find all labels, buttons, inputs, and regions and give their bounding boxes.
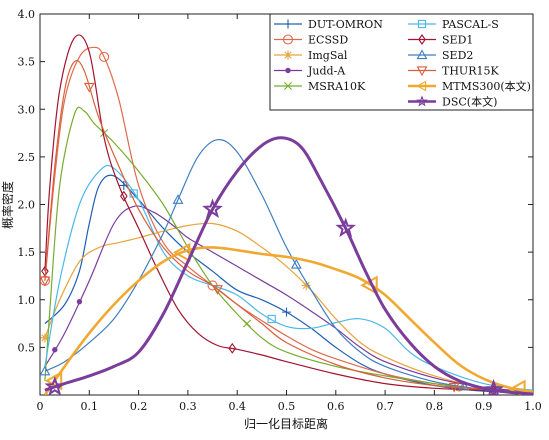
y-tick-label: 2.5 bbox=[18, 151, 36, 164]
series-line bbox=[44, 164, 533, 391]
series-line bbox=[44, 205, 533, 393]
data-marker bbox=[172, 194, 184, 204]
series-dsc- bbox=[44, 136, 533, 395]
x-tick-label: 0.1 bbox=[81, 400, 99, 413]
y-tick-label: 0.5 bbox=[18, 341, 36, 354]
y-tick-label: 3.0 bbox=[18, 103, 36, 116]
y-tick-label: 4.0 bbox=[18, 8, 36, 21]
series-pascal-s bbox=[44, 164, 533, 391]
data-marker bbox=[282, 307, 291, 317]
data-marker bbox=[212, 285, 223, 295]
series-mtms300- bbox=[43, 242, 533, 395]
data-marker bbox=[40, 333, 50, 343]
y-axis-title: 概率密度 bbox=[0, 181, 15, 229]
series-line bbox=[44, 34, 533, 394]
legend-label: SED1 bbox=[442, 34, 473, 47]
series-judd-a bbox=[44, 205, 533, 393]
x-tick-label: 0.5 bbox=[278, 400, 296, 413]
series-line bbox=[44, 174, 533, 394]
data-marker bbox=[99, 51, 110, 62]
x-axis-title: 归一化目标距离 bbox=[244, 416, 328, 431]
legend-label: PASCAL-S bbox=[442, 18, 499, 31]
series-sed2 bbox=[40, 139, 533, 393]
data-marker bbox=[267, 314, 276, 324]
x-tick-label: 0 bbox=[37, 400, 44, 413]
data-marker bbox=[448, 382, 460, 393]
series-line bbox=[44, 136, 533, 395]
legend-label: DUT-OMRON bbox=[308, 18, 383, 31]
legend-entry: DSC(本文) bbox=[408, 95, 497, 109]
legend-label: DSC(本文) bbox=[442, 95, 497, 109]
legend-entry: ECSSD bbox=[274, 34, 348, 47]
legend-label: SED2 bbox=[442, 49, 473, 62]
data-marker bbox=[52, 347, 58, 353]
series-imgsal bbox=[40, 222, 533, 392]
data-marker bbox=[129, 189, 138, 198]
series-msra10k bbox=[44, 106, 533, 393]
legend-entry: PASCAL-S bbox=[408, 18, 499, 31]
data-marker bbox=[290, 258, 302, 269]
legend-label: ECSSD bbox=[308, 34, 348, 47]
data-marker bbox=[40, 276, 51, 287]
data-marker bbox=[44, 376, 66, 395]
data-marker bbox=[301, 280, 311, 290]
data-marker bbox=[44, 371, 63, 391]
data-marker bbox=[172, 242, 191, 263]
legend-entry: SED2 bbox=[408, 49, 473, 62]
data-marker bbox=[243, 319, 252, 328]
legend-label: MSRA10K bbox=[308, 80, 366, 93]
legend-label: THUR15K bbox=[442, 65, 499, 78]
data-marker bbox=[119, 190, 128, 202]
legend-label: ImgSal bbox=[308, 49, 348, 62]
series-line bbox=[43, 246, 533, 395]
series-line bbox=[44, 139, 533, 393]
y-tick-label: 1.0 bbox=[18, 294, 36, 307]
data-marker bbox=[458, 380, 470, 391]
x-tick-label: 0.7 bbox=[376, 400, 394, 413]
x-tick-label: 0.9 bbox=[475, 400, 493, 413]
data-marker bbox=[40, 365, 51, 376]
legend-entry: THUR15K bbox=[408, 65, 499, 78]
data-marker bbox=[202, 198, 223, 219]
legend-entry: MTMS300(本文) bbox=[408, 79, 531, 93]
legend-label: Judd-A bbox=[307, 65, 346, 78]
legend-entry: SED1 bbox=[408, 34, 473, 47]
legend-label: MTMS300(本文) bbox=[442, 79, 531, 93]
legend-entry: Judd-A bbox=[274, 65, 346, 78]
data-marker bbox=[335, 217, 356, 238]
x-tick-label: 0.3 bbox=[179, 400, 197, 413]
legend-entry: DUT-OMRON bbox=[274, 18, 383, 31]
legend-entry: MSRA10K bbox=[274, 80, 366, 93]
legend-entry: ImgSal bbox=[274, 49, 348, 62]
y-tick-label: 2.0 bbox=[18, 199, 36, 212]
x-tick-label: 0.4 bbox=[228, 400, 246, 413]
data-marker bbox=[228, 342, 237, 354]
data-marker bbox=[76, 298, 83, 305]
series-line bbox=[44, 106, 533, 393]
x-tick-label: 1.0 bbox=[524, 400, 542, 413]
y-tick-label: 1.5 bbox=[18, 246, 36, 259]
series-line bbox=[44, 222, 533, 392]
x-tick-label: 0.8 bbox=[426, 400, 444, 413]
x-tick-label: 0.6 bbox=[327, 400, 345, 413]
data-marker bbox=[483, 379, 504, 395]
series-dut-omron bbox=[44, 174, 533, 394]
x-tick-label: 0.2 bbox=[130, 400, 148, 413]
data-marker bbox=[83, 82, 95, 93]
y-tick-label: 3.5 bbox=[18, 56, 36, 69]
series-line bbox=[44, 46, 533, 393]
legend-box bbox=[269, 13, 534, 111]
